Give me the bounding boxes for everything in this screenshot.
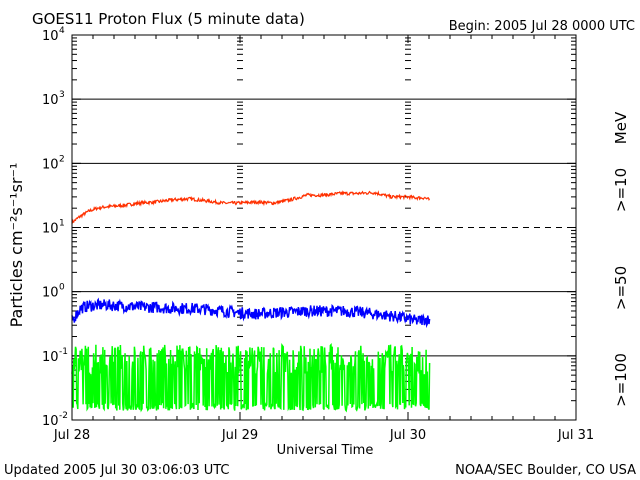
y-tick-exponent: 0 xyxy=(59,283,65,293)
x-tick-label: Jul 31 xyxy=(557,428,594,443)
series-line-2 xyxy=(71,343,431,413)
y-tick-exponent: 2 xyxy=(59,154,65,164)
legend-ge10: >=10 xyxy=(612,168,630,212)
series-line-0 xyxy=(71,190,431,225)
x-tick-label: Jul 30 xyxy=(389,428,426,443)
y-tick-label: 10 xyxy=(42,157,59,172)
y-tick-label: 10 xyxy=(42,286,59,301)
legend-ge50: >=50 xyxy=(612,266,630,310)
x-axis-label: Universal Time xyxy=(277,443,374,458)
x-tick-labels: Jul 28 Jul 29 Jul 30 Jul 31 xyxy=(53,428,594,443)
y-tick-exponent: -1 xyxy=(59,347,68,357)
series-layer xyxy=(71,190,431,413)
y-tick-label: 10 xyxy=(42,29,59,44)
y-tick-exponent: 1 xyxy=(59,219,65,229)
y-tick-label: 10 xyxy=(42,350,59,365)
updated-label: Updated 2005 Jul 30 03:06:03 UTC xyxy=(4,463,229,478)
legend-ge100: >=100 xyxy=(612,353,630,407)
series-line-1 xyxy=(71,297,431,329)
unit-label: MeV xyxy=(612,111,630,144)
x-tick-label: Jul 29 xyxy=(221,428,258,443)
y-axis-label: Particles cm⁻²s⁻¹sr⁻¹ xyxy=(7,163,26,328)
reference-lines xyxy=(72,98,576,357)
plot-frame xyxy=(71,34,577,421)
y-tick-exponent: 3 xyxy=(59,90,65,100)
y-tick-exponent: -2 xyxy=(59,411,68,421)
y-tick-exponent: 4 xyxy=(59,26,65,36)
y-tick-label: 10 xyxy=(42,414,59,429)
y-tick-label: 10 xyxy=(42,93,59,108)
chart-title: GOES11 Proton Flux (5 minute data) xyxy=(32,10,305,28)
y-tick-label: 10 xyxy=(42,222,59,237)
x-tick-label: Jul 28 xyxy=(53,428,90,443)
noaa-label: NOAA/SEC Boulder, CO USA xyxy=(455,463,636,478)
begin-label: Begin: 2005 Jul 28 0000 UTC xyxy=(449,19,635,34)
